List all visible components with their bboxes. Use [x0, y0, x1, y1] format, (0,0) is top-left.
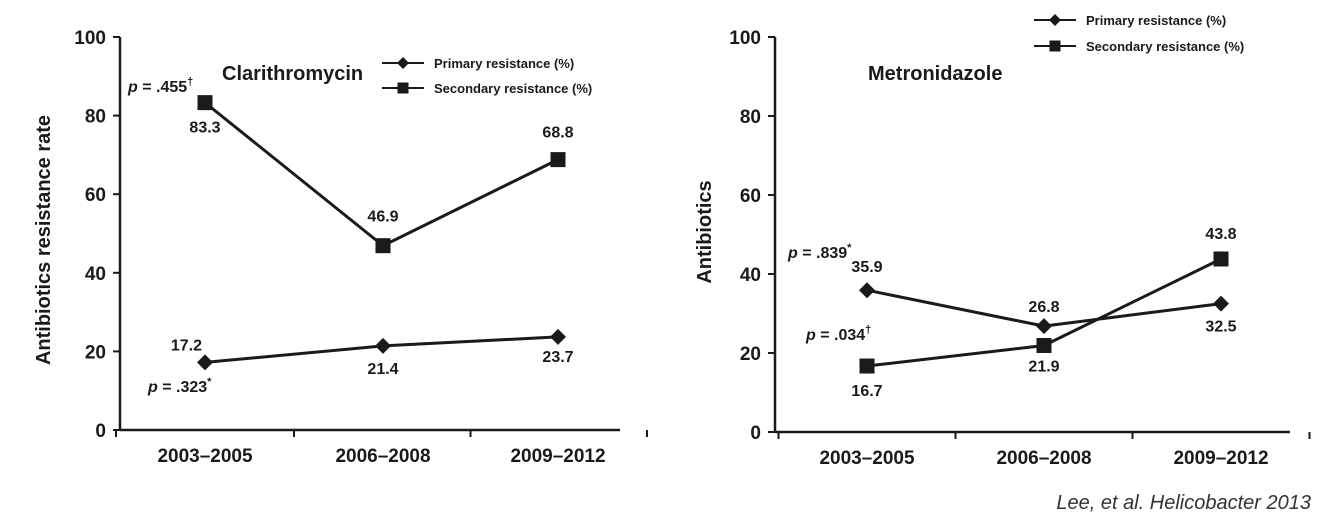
y-tick-label: 80: [85, 107, 106, 128]
legend-label: Primary resistance (%): [434, 56, 574, 71]
data-point-diamond: [550, 328, 566, 345]
p-value-annotation: p = .323*: [147, 376, 212, 396]
y-tick-label: 60: [740, 186, 761, 207]
y-tick-label: 80: [740, 107, 761, 128]
p-value-annotation: p = .034†: [805, 324, 871, 344]
citation-credit: Lee, et al. Helicobacter 2013: [1056, 492, 1311, 514]
data-label: 23.7: [542, 349, 573, 366]
y-tick-label: 100: [729, 28, 761, 49]
legend-marker-square: [397, 82, 409, 94]
legend-marker-diamond: [397, 57, 409, 69]
p-value-annotation: p = .455†: [127, 76, 193, 96]
x-tick-label: 2006–2008: [335, 446, 430, 467]
y-tick-label: 0: [95, 421, 106, 442]
data-label: 21.9: [1028, 358, 1059, 375]
data-point-diamond: [197, 354, 213, 371]
legend-marker-diamond: [1049, 14, 1061, 26]
y-tick-label: 100: [74, 28, 106, 49]
chart-title: Metronidazole: [868, 63, 1002, 85]
x-tick-label: 2009–2012: [1173, 448, 1268, 469]
y-axis-title: Antibiotics resistance rate: [33, 115, 55, 365]
data-label: 83.3: [189, 120, 220, 137]
data-label: 43.8: [1205, 226, 1236, 243]
data-label: 68.8: [542, 125, 573, 142]
y-tick-label: 40: [740, 265, 761, 286]
data-point-square: [375, 238, 391, 254]
legend-label: Secondary resistance (%): [434, 81, 592, 96]
y-tick-label: 40: [85, 264, 106, 285]
y-tick-label: 20: [85, 342, 106, 363]
x-tick-label: 2003–2005: [819, 448, 915, 469]
chart-title: Clarithromycin: [222, 63, 363, 85]
data-point-diamond: [1036, 318, 1052, 335]
data-point-square: [859, 358, 875, 374]
data-point-square: [1036, 337, 1052, 353]
y-axis-title: Antibiotics: [694, 180, 716, 283]
y-tick-label: 0: [750, 423, 761, 444]
data-point-square: [197, 95, 213, 111]
data-label: 26.8: [1028, 299, 1059, 316]
legend-marker-square: [1049, 40, 1061, 52]
data-point-diamond: [1213, 295, 1229, 312]
x-tick-label: 2006–2008: [996, 448, 1091, 469]
legend-label: Secondary resistance (%): [1086, 39, 1244, 54]
data-label: 32.5: [1205, 319, 1236, 336]
data-point-square: [1213, 251, 1229, 267]
y-tick-label: 20: [740, 344, 761, 365]
y-tick-label: 60: [85, 185, 106, 206]
p-value-annotation: p = .839*: [787, 242, 852, 262]
data-label: 46.9: [367, 209, 398, 226]
x-tick-label: 2003–2005: [157, 446, 253, 467]
data-point-diamond: [859, 282, 875, 299]
data-label: 35.9: [851, 259, 882, 276]
legend-label: Primary resistance (%): [1086, 13, 1226, 28]
data-point-diamond: [375, 337, 391, 354]
x-tick-label: 2009–2012: [510, 446, 605, 467]
data-label: 16.7: [851, 383, 882, 400]
data-point-square: [550, 152, 566, 168]
data-label: 17.2: [171, 337, 202, 354]
data-label: 21.4: [367, 361, 398, 378]
